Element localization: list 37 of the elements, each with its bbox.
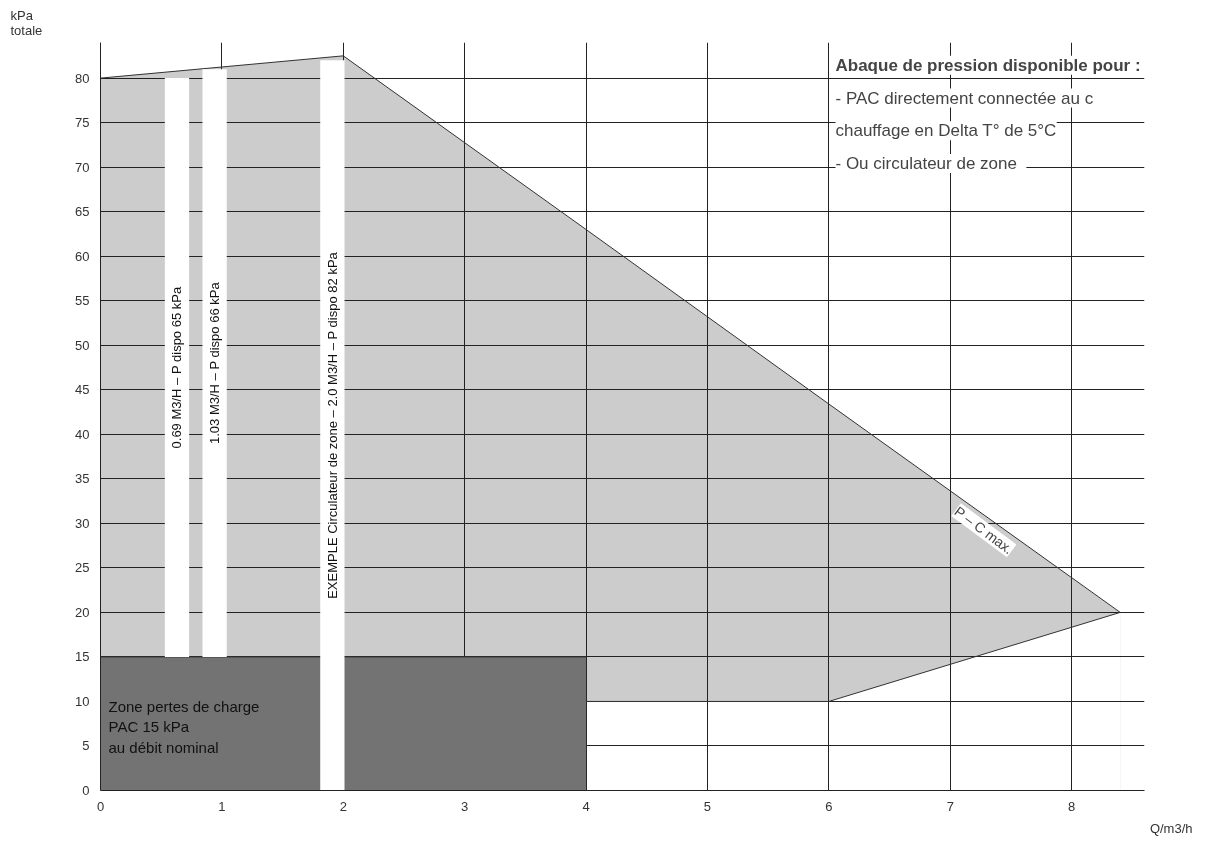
x-tick-label: 8 <box>1068 798 1076 814</box>
y-tick-label: 70 <box>75 159 90 175</box>
text: Abaque de pression disponible pour : <box>835 55 1141 75</box>
x-tick-label: 0 <box>96 798 105 814</box>
x-tick-label: 6 <box>825 798 833 814</box>
x-axis-title: Q/m3/h <box>1149 820 1193 836</box>
y-tick-label: 40 <box>75 426 90 442</box>
y-tick-label: 60 <box>75 248 90 264</box>
y-tick-label: 35 <box>75 471 90 487</box>
x-tick-label: 5 <box>703 798 712 814</box>
y-tick-label: 20 <box>75 604 90 620</box>
y-tick-label: 10 <box>75 693 90 709</box>
y-tick-label: 30 <box>75 515 90 531</box>
y-tick-label: 45 <box>75 382 90 398</box>
series-label: P – C max. <box>951 503 1017 558</box>
y-tick-label: 80 <box>75 70 90 86</box>
y-tick-label: 25 <box>75 560 90 576</box>
y-tick-label: 55 <box>75 293 90 309</box>
x-tick-label: 7 <box>946 798 954 814</box>
y-tick-label: 5 <box>82 738 90 754</box>
annotation: - PAC directement connectée au c <box>835 88 1094 108</box>
annotation: chauffage en Delta T° de 5°C <box>835 121 1057 141</box>
x-tick-label: 4 <box>582 798 590 814</box>
data-label: 1.03 M3/H – P dispo 66 kPa <box>207 281 223 445</box>
x-tick-label: 1 <box>218 798 226 814</box>
y-tick-label: 65 <box>75 204 90 220</box>
data-label: EXEMPLE Circulateur de zone – 2.0 M3/H – P dispo 82 kPa <box>324 251 340 599</box>
y-tick-label: 50 <box>75 337 90 353</box>
annotation: - Ou circulateur de zone <box>835 153 1017 173</box>
x-tick-label: 2 <box>339 798 347 814</box>
x-tick-label: 3 <box>461 798 469 814</box>
y-tick-label: 15 <box>75 649 90 665</box>
y-tick-label: 0 <box>82 783 90 798</box>
data-label: 0.69 M3/H – P dispo 65 kPa <box>169 286 185 449</box>
y-tick-label: 75 <box>75 115 90 131</box>
y-axis-title: kPa totale <box>10 7 43 38</box>
series-label: Zone pertes de charge PAC 15 kPa au débit nominal <box>108 697 260 756</box>
